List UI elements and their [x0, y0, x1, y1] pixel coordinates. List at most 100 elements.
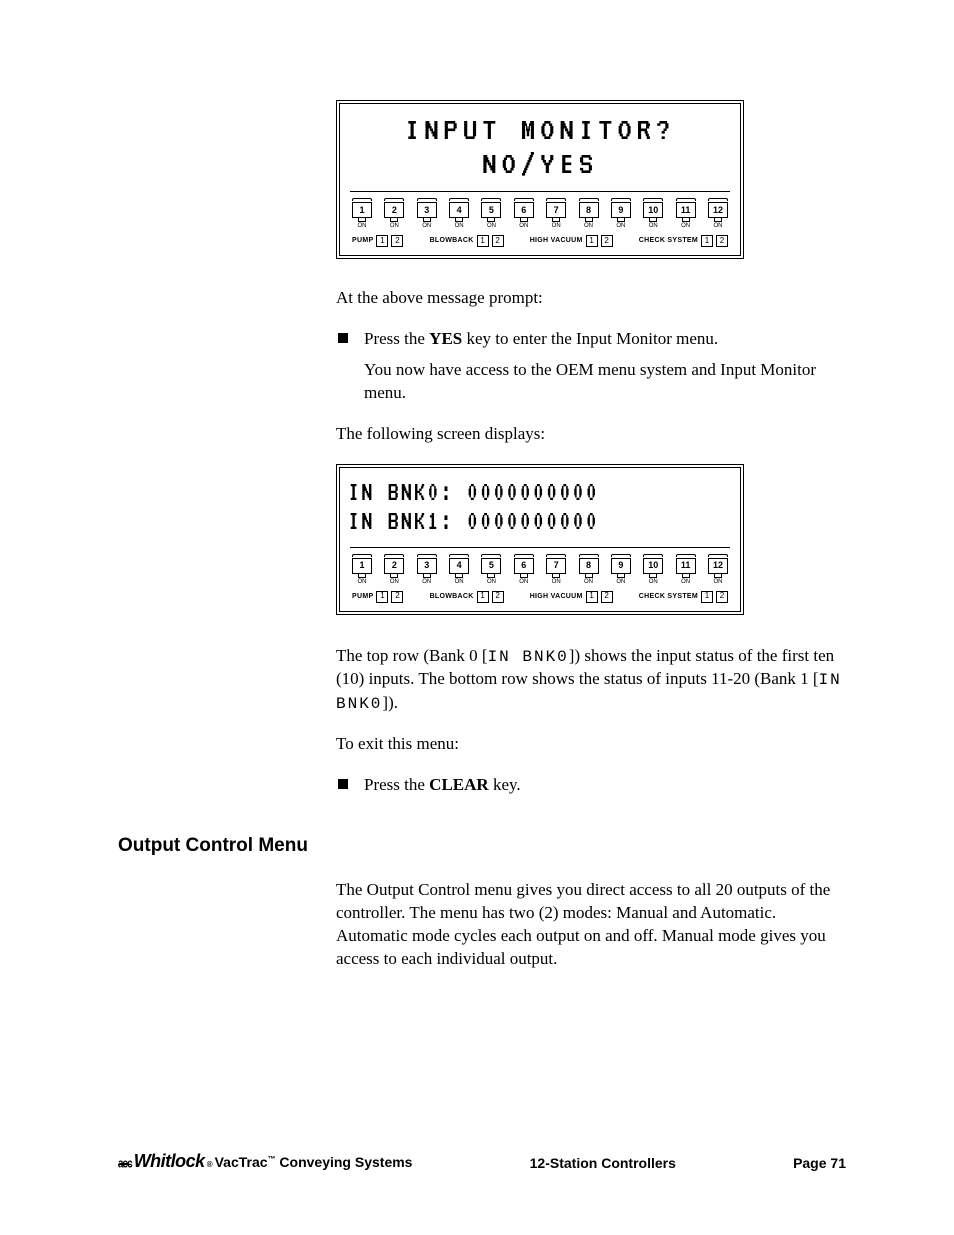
indicator-label: ON	[681, 579, 690, 585]
text: Press the	[364, 329, 429, 348]
status-box: 1	[477, 235, 489, 247]
exit-menu: To exit this menu:	[336, 733, 846, 756]
lcd-panel-input-monitor: INPUT MONITOR? NO/YES 1ON2ON3ON4ON5ON6ON…	[336, 100, 744, 259]
indicator: 3ON	[417, 198, 437, 229]
lcd-display-text: INPUT MONITOR? NO/YES	[317, 110, 763, 189]
status-box: 2	[492, 591, 504, 603]
following-screen: The following screen displays:	[336, 423, 846, 446]
status-box: 1	[586, 235, 598, 247]
indicator: 10ON	[643, 198, 663, 229]
indicator-label: ON	[616, 579, 625, 585]
indicator-number: 3	[417, 558, 437, 574]
indicator-number: 8	[579, 202, 599, 218]
indicator-row: 1ON2ON3ON4ON5ON6ON7ON8ON9ON10ON11ON12ON	[346, 192, 734, 231]
indicator-label: ON	[487, 223, 496, 229]
indicator: 10 ON	[643, 554, 663, 585]
brand-reg: ®	[207, 1160, 213, 1171]
indicator-label: ON	[649, 579, 658, 585]
indicator-label: ON	[390, 223, 399, 229]
indicator-number: 9	[611, 558, 631, 574]
status-box: 2	[492, 235, 504, 247]
indicator: 2ON	[384, 198, 404, 229]
brand-prefix-icon: aec	[118, 1156, 132, 1174]
indicator-number: 3	[417, 202, 437, 218]
footer-left: aecWhitlock® VacTrac™ Conveying Systems	[118, 1149, 412, 1173]
lcd-line1: IN BNK0: 0000000000	[348, 478, 599, 506]
status-box: 2	[601, 235, 613, 247]
indicator: 7 ON	[546, 554, 566, 585]
indicator-number: 12	[708, 558, 728, 574]
indicator-number: 11	[676, 202, 696, 218]
status-group: HIGH VACUUM12	[530, 591, 613, 603]
indicator-number: 6	[514, 202, 534, 218]
status-group: HIGH VACUUM12	[530, 235, 613, 247]
indicator-row: 1ON2ON3ON4ON5ON6ON7ON8ON9ON10ON11ON12ON	[346, 548, 734, 587]
status-group: PUMP12	[352, 591, 403, 603]
indicator-label: ON	[713, 223, 722, 229]
indicator: 8 ON	[579, 198, 599, 229]
indicator: 12 ON	[708, 554, 728, 585]
text: ]).	[382, 693, 398, 712]
bullet-press-yes: Press the YES key to enter the Input Mon…	[336, 328, 846, 405]
brand-name: Whitlock	[134, 1149, 205, 1173]
bank-explanation: The top row (Bank 0 [IN BNK0]) shows the…	[336, 645, 846, 716]
status-group: CHECK SYSTEM12	[639, 235, 728, 247]
indicator: 12 ON	[708, 198, 728, 229]
status-group: PUMP12	[352, 235, 403, 247]
status-label: PUMP	[352, 592, 373, 601]
indicator-label: ON	[681, 223, 690, 229]
status-box: 1	[701, 591, 713, 603]
clear-key: CLEAR	[429, 775, 489, 794]
indicator: 6 ON	[514, 198, 534, 229]
status-label: CHECK SYSTEM	[639, 236, 698, 245]
indicator: 11 ON	[676, 198, 696, 229]
status-box: 1	[376, 235, 388, 247]
indicator-label: ON	[455, 223, 464, 229]
indicator: 9ON	[611, 198, 631, 229]
indicator: 7ON	[546, 198, 566, 229]
indicator-label: ON	[649, 223, 658, 229]
status-label: CHECK SYSTEM	[639, 592, 698, 601]
indicator-number: 7	[546, 202, 566, 218]
indicator: 5ON	[481, 198, 501, 229]
indicator-number: 1	[352, 558, 372, 574]
indicator-label: ON	[519, 579, 528, 585]
indicator: 4ON	[449, 198, 469, 229]
tm: ™	[268, 1154, 276, 1163]
yes-key: YES	[429, 329, 462, 348]
indicator-number: 8	[579, 558, 599, 574]
indicator: 1ON	[352, 198, 372, 229]
text: key.	[489, 775, 521, 794]
indicator: 8 ON	[579, 554, 599, 585]
indicator-label: ON	[519, 223, 528, 229]
text: Conveying Systems	[276, 1154, 413, 1170]
sub-text: You now have access to the OEM menu syst…	[364, 359, 846, 405]
output-control-desc: The Output Control menu gives you direct…	[336, 879, 846, 971]
indicator: 4 ON	[449, 554, 469, 585]
text: Press the	[364, 775, 429, 794]
text: VacTrac	[215, 1154, 268, 1170]
indicator-number: 12	[708, 202, 728, 218]
indicator-number: 7	[546, 558, 566, 574]
status-box: 1	[376, 591, 388, 603]
indicator-label: ON	[584, 579, 593, 585]
status-label: HIGH VACUUM	[530, 236, 583, 245]
indicator-number: 4	[449, 558, 469, 574]
indicator-label: ON	[455, 579, 464, 585]
status-label: HIGH VACUUM	[530, 592, 583, 601]
indicator-number: 10	[643, 558, 663, 574]
text: The top row (Bank 0 [	[336, 646, 488, 665]
lcd-display-text: IN BNK0: 0000000000 IN BNK1: 0000000000	[346, 474, 734, 545]
product-name: VacTrac™ Conveying Systems	[215, 1153, 413, 1172]
indicator: 3ON	[417, 554, 437, 585]
indicator-label: ON	[358, 223, 367, 229]
indicator-label: ON	[713, 579, 722, 585]
lcd-line1: INPUT MONITOR?	[405, 114, 675, 146]
bullet-press-clear: Press the CLEAR key.	[336, 774, 846, 797]
status-label: BLOWBACK	[430, 592, 474, 601]
status-row: PUMP12BLOWBACK12HIGH VACUUM12CHECK SYSTE…	[346, 231, 734, 247]
mono: IN BNK0	[488, 648, 569, 666]
indicator-label: ON	[552, 579, 561, 585]
indicator-label: ON	[584, 223, 593, 229]
text: key to enter the Input Monitor menu.	[462, 329, 718, 348]
